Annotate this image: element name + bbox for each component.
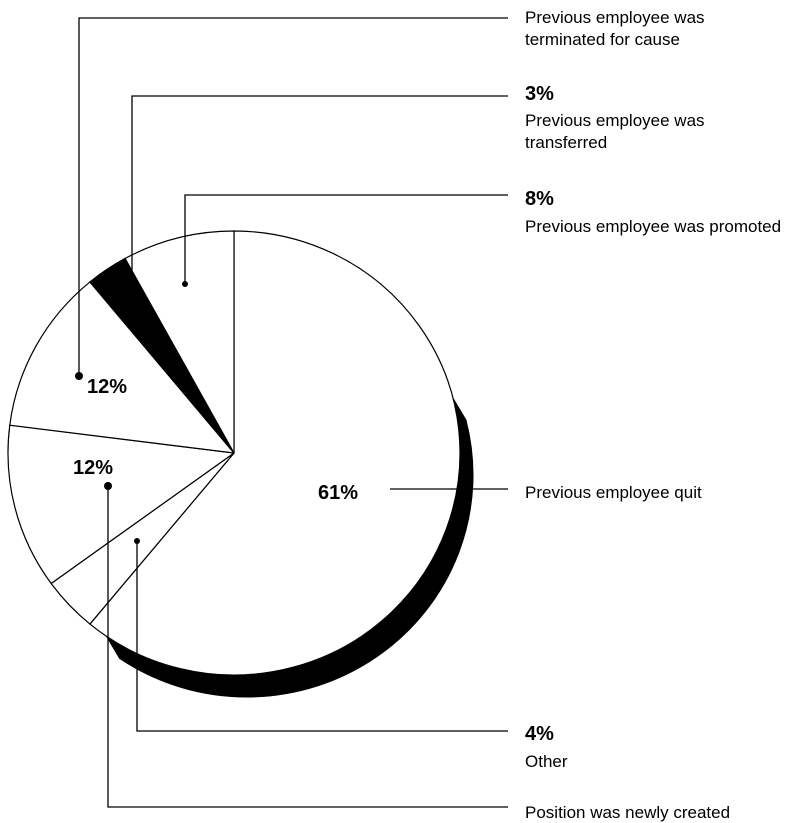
pie-slice-newly-created [7,424,235,585]
callout-other-label: Other [525,752,568,771]
leader-dot-transferred [129,303,135,309]
pie-slice-quit [89,230,461,676]
callout-other-pct: 4% [525,723,554,745]
leader-dot-other [134,538,140,544]
leader-line-terminated [78,17,508,376]
callout-terminated-line2: terminated for cause [525,30,680,49]
pie-slices [7,230,461,676]
leader-line-transferred [131,95,508,306]
callout-newly-created-label: Position was newly created [525,803,730,822]
callout-transferred-pct: 3% [525,83,554,105]
leader-dot-promoted [182,281,188,287]
leader-line-other [136,541,508,732]
leader-line-newly-created [107,486,508,808]
callout-promoted-label: Previous employee was promoted [525,217,781,236]
callout-terminated-line1: Previous employee was [525,8,705,27]
slice-label-quit-pct: 61% [318,482,358,504]
callout-promoted-pct: 8% [525,188,554,210]
callout-transferred-line1: Previous employee was [525,111,705,130]
leader-dot-newly-created [104,482,112,490]
leader-line-promoted [184,194,508,284]
callout-transferred-line2: transferred [525,133,607,152]
pie-slice-promoted [124,230,235,454]
slice-label-terminated-pct: 12% [87,376,127,398]
pie-slice-terminated [9,281,235,454]
callout-quit-label: Previous employee quit [525,483,702,502]
slice-label-newly-created-pct: 12% [73,457,113,479]
leader-dot-terminated [75,372,83,380]
